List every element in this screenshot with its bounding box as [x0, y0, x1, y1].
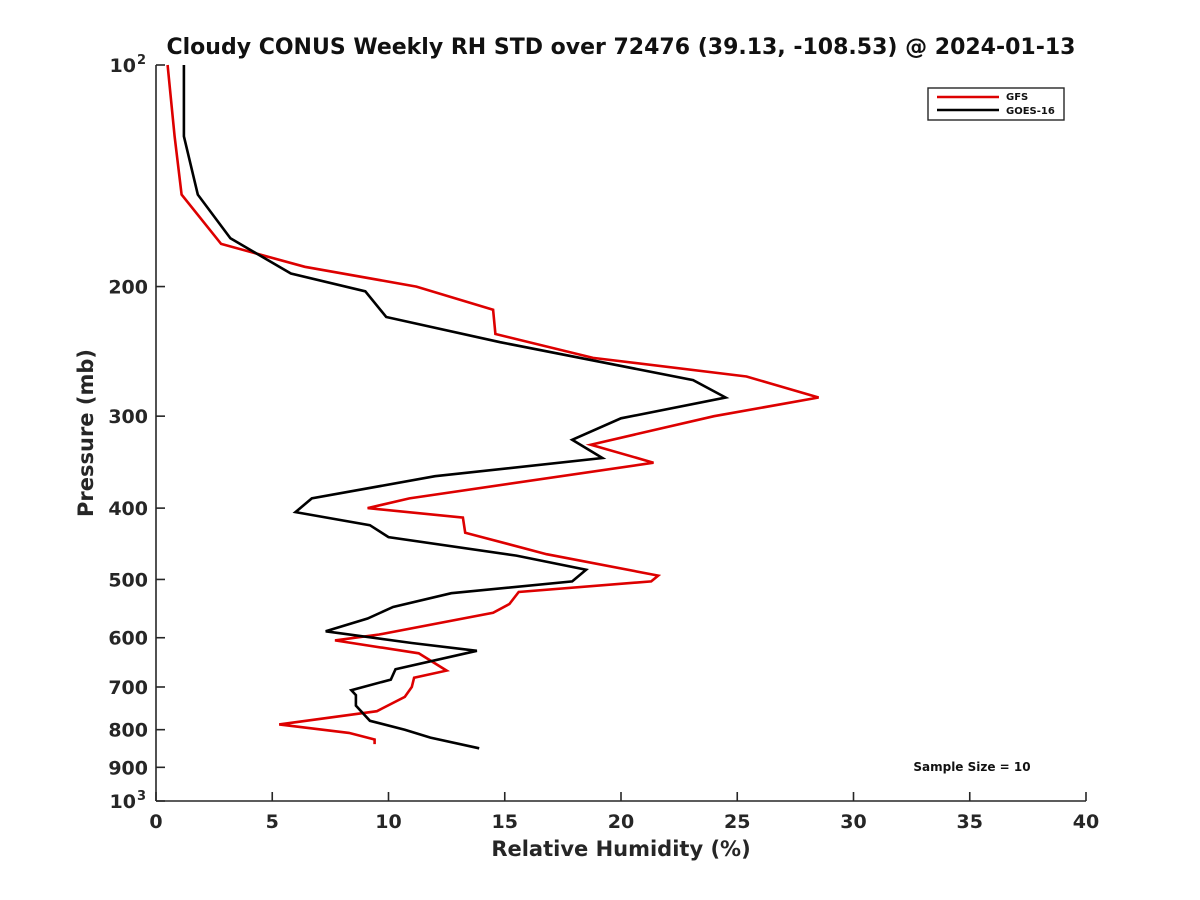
- y-tick-exponent: 3: [137, 789, 146, 804]
- legend-label-gfs: GFS: [1006, 92, 1028, 103]
- axes: [155, 65, 1086, 802]
- legend[interactable]: GFS GOES-16: [927, 87, 1065, 121]
- y-tick-label: 600: [108, 628, 148, 650]
- y-axis-label: Pressure (mb): [74, 349, 98, 517]
- y-tick-label: 700: [108, 677, 148, 699]
- sample-size-annotation: Sample Size = 10: [913, 760, 1030, 774]
- x-tick-label: 15: [492, 811, 518, 833]
- x-axis-label: Relative Humidity (%): [491, 837, 750, 861]
- y-tick-label: 10: [110, 55, 136, 77]
- x-tick-label: 5: [266, 811, 279, 833]
- legend-label-goes-16: GOES-16: [1006, 106, 1055, 117]
- y-tick-exponent: 2: [137, 53, 146, 68]
- legend-box: [927, 87, 1065, 121]
- x-tick-label: 20: [608, 811, 634, 833]
- y-tick-label: 200: [108, 277, 148, 299]
- x-tick-label: 25: [724, 811, 750, 833]
- y-tick-label: 500: [108, 569, 148, 591]
- x-tick-label: 40: [1073, 811, 1099, 833]
- series-line-goes-16: [182, 65, 730, 750]
- y-tick-label: 400: [108, 498, 148, 520]
- y-tick-label: 900: [108, 757, 148, 779]
- y-tick-label: 300: [108, 406, 148, 428]
- y-tick-label: 800: [108, 720, 148, 742]
- plot-lines: [166, 64, 819, 750]
- x-tick-label: 30: [840, 811, 866, 833]
- x-tick-label: 35: [957, 811, 983, 833]
- y-tick-label: 10: [110, 791, 136, 813]
- x-tick-label: 10: [375, 811, 401, 833]
- x-tick-label: 0: [149, 811, 162, 833]
- series-line-gfs: [166, 64, 819, 745]
- chart-title: Cloudy CONUS Weekly RH STD over 72476 (3…: [167, 35, 1076, 60]
